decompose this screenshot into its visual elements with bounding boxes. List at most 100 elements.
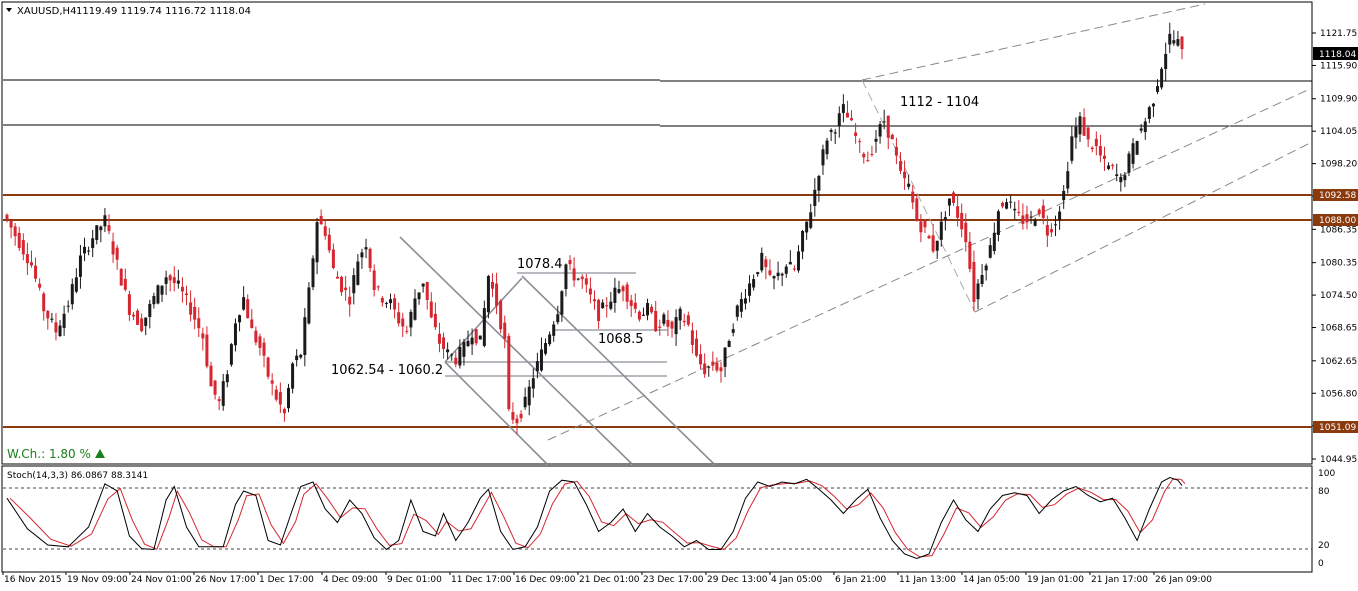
dropdown-triangle-icon[interactable]: [6, 8, 12, 12]
time-tick-label: 11 Jan 13:00: [899, 575, 956, 585]
last-price-text: 1118.04: [1319, 50, 1356, 60]
candle: [1127, 151, 1131, 177]
candle: [425, 281, 429, 310]
indicator-tick-label: 80: [1318, 487, 1330, 497]
candle: [78, 245, 82, 289]
candle: [1102, 146, 1106, 171]
candle: [384, 301, 388, 309]
candle: [658, 319, 662, 336]
candle: [331, 243, 335, 270]
price-tick-label: 1104.05: [1320, 127, 1357, 137]
candle: [250, 309, 254, 329]
candle: [817, 174, 821, 202]
price-tick-label: 1098.20: [1320, 160, 1357, 170]
candle: [931, 223, 935, 254]
time-axis: 16 Nov 2015 19 Nov 09:00 24 Nov 01:00 26 No…: [2, 572, 1212, 585]
candle: [1062, 185, 1066, 209]
candle: [584, 274, 588, 293]
candle: [764, 256, 768, 280]
candle: [996, 209, 1000, 242]
candle: [42, 291, 46, 321]
candle: [939, 211, 943, 247]
candle: [862, 151, 866, 164]
candle: [242, 286, 246, 311]
candle: [666, 310, 670, 337]
resistance-2-badge: [1313, 214, 1358, 226]
time-tick-label: 16 Nov 2015: [4, 575, 62, 585]
candle: [829, 128, 833, 142]
candle: [1111, 163, 1115, 170]
candle: [1005, 198, 1009, 210]
candle: [95, 225, 99, 245]
candle: [193, 297, 197, 330]
candle: [617, 280, 621, 294]
candle: [185, 285, 189, 306]
candle: [874, 129, 878, 153]
candle: [792, 265, 796, 272]
descending-channel[interactable]: [399, 236, 715, 465]
candle: [919, 214, 923, 243]
candle: [882, 109, 886, 130]
candle: [621, 284, 625, 302]
candle: [352, 268, 356, 305]
candle: [650, 304, 654, 315]
candle: [539, 337, 543, 372]
candle: [707, 365, 711, 377]
price-tick-label: 1080.35: [1320, 259, 1357, 269]
resistance-1-text: 1092.58: [1319, 191, 1356, 201]
candle: [674, 309, 678, 346]
candle: [1098, 134, 1102, 163]
candle: [1143, 117, 1147, 140]
candle: [327, 227, 331, 254]
candle: [703, 353, 707, 378]
candle: [1066, 161, 1070, 194]
candle: [50, 312, 54, 323]
time-tick-label: 29 Dec 13:00: [707, 575, 768, 585]
candle: [682, 313, 686, 327]
candle: [136, 308, 140, 325]
candle: [462, 338, 466, 366]
candle: [152, 292, 156, 309]
retracement-lines[interactable]: [445, 272, 667, 377]
candle: [254, 326, 258, 346]
candle: [515, 414, 519, 435]
candle: [927, 234, 931, 240]
candle: [91, 229, 95, 258]
candle: [262, 337, 266, 368]
candle: [474, 328, 478, 346]
candle: [907, 174, 911, 190]
time-tick-label: 23 Dec 17:00: [643, 575, 704, 585]
candle: [295, 349, 299, 367]
candle: [1119, 173, 1123, 192]
candle: [405, 325, 409, 334]
candle: [988, 237, 992, 259]
candle: [690, 322, 694, 354]
candle: [760, 247, 764, 273]
candle: [605, 297, 609, 318]
ascending-channel[interactable]: [547, 3, 1313, 441]
mid-level-label: 1068.5: [598, 332, 644, 347]
candle: [964, 213, 968, 252]
candle: [499, 299, 503, 334]
candle: [348, 286, 352, 317]
candle: [164, 270, 168, 295]
candle: [947, 198, 951, 216]
candle: [58, 320, 62, 338]
candle: [544, 338, 548, 356]
time-tick-label: 26 Nov 17:00: [195, 575, 256, 585]
candle: [796, 245, 800, 273]
candle: [903, 160, 907, 190]
candle: [531, 368, 535, 398]
candle: [576, 277, 580, 281]
candle: [209, 361, 213, 387]
time-tick-label: 11 Dec 17:00: [451, 575, 512, 585]
candle: [217, 396, 221, 411]
candle: [340, 275, 344, 296]
candle: [776, 261, 780, 281]
indicator-tick-label: 100: [1318, 469, 1335, 479]
candle: [450, 353, 454, 361]
price-tick-label: 1062.65: [1320, 357, 1357, 367]
candle: [748, 275, 752, 303]
candle: [894, 137, 898, 165]
candle: [662, 312, 666, 327]
